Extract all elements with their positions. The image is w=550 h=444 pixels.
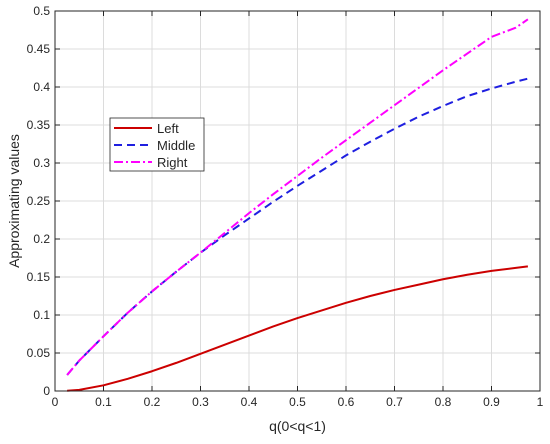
x-tick-label: 0.9: [483, 395, 500, 409]
y-tick-label: 0.3: [33, 156, 50, 170]
y-tick-label: 0.1: [33, 308, 50, 322]
legend-label: Middle: [157, 138, 195, 153]
x-tick-label: 1: [537, 395, 544, 409]
legend-item-middle: Middle: [114, 138, 195, 153]
y-tick-label: 0.25: [27, 194, 51, 208]
x-tick-label: 0.1: [95, 395, 112, 409]
y-tick-label: 0.35: [27, 118, 51, 132]
legend: Left Middle Right: [109, 117, 205, 172]
legend-item-left: Left: [114, 121, 179, 136]
y-tick-label: 0: [43, 384, 50, 398]
legend-label: Right: [157, 155, 188, 170]
x-tick-label: 0.7: [386, 395, 403, 409]
y-axis-label: Approximating values: [6, 134, 22, 268]
y-tick-label: 0.05: [27, 346, 51, 360]
x-tick-label: 0.5: [289, 395, 306, 409]
x-tick-label: 0: [52, 395, 59, 409]
y-tick-label: 0.4: [33, 80, 50, 94]
x-tick-labels: 0 0.1 0.2 0.3 0.4 0.5 0.6 0.7 0.8 0.9 1: [52, 395, 544, 409]
x-tick-label: 0.3: [192, 395, 209, 409]
y-tick-label: 0.45: [27, 42, 51, 56]
legend-items: Left Middle Right: [114, 121, 195, 170]
x-tick-label: 0.6: [338, 395, 355, 409]
axis-ticks: [54, 10, 541, 392]
y-tick-label: 0.15: [27, 270, 51, 284]
legend-label: Left: [157, 121, 179, 136]
y-tick-label: 0.5: [33, 4, 50, 18]
legend-item-right: Right: [114, 155, 188, 170]
series-line-right: [66, 18, 529, 376]
x-tick-label: 0.4: [241, 395, 258, 409]
x-tick-label: 0.8: [435, 395, 452, 409]
series-line-left: [67, 265, 529, 392]
y-tick-label: 0.2: [33, 232, 50, 246]
legend-box: [109, 117, 205, 172]
y-tick-labels: 0 0.05 0.1 0.15 0.2 0.25 0.3 0.35 0.4 0.45 0.5: [27, 4, 51, 398]
x-axis-label: q(0<q<1): [269, 418, 326, 434]
x-tick-label: 0.2: [144, 395, 161, 409]
series-group: [66, 18, 529, 392]
